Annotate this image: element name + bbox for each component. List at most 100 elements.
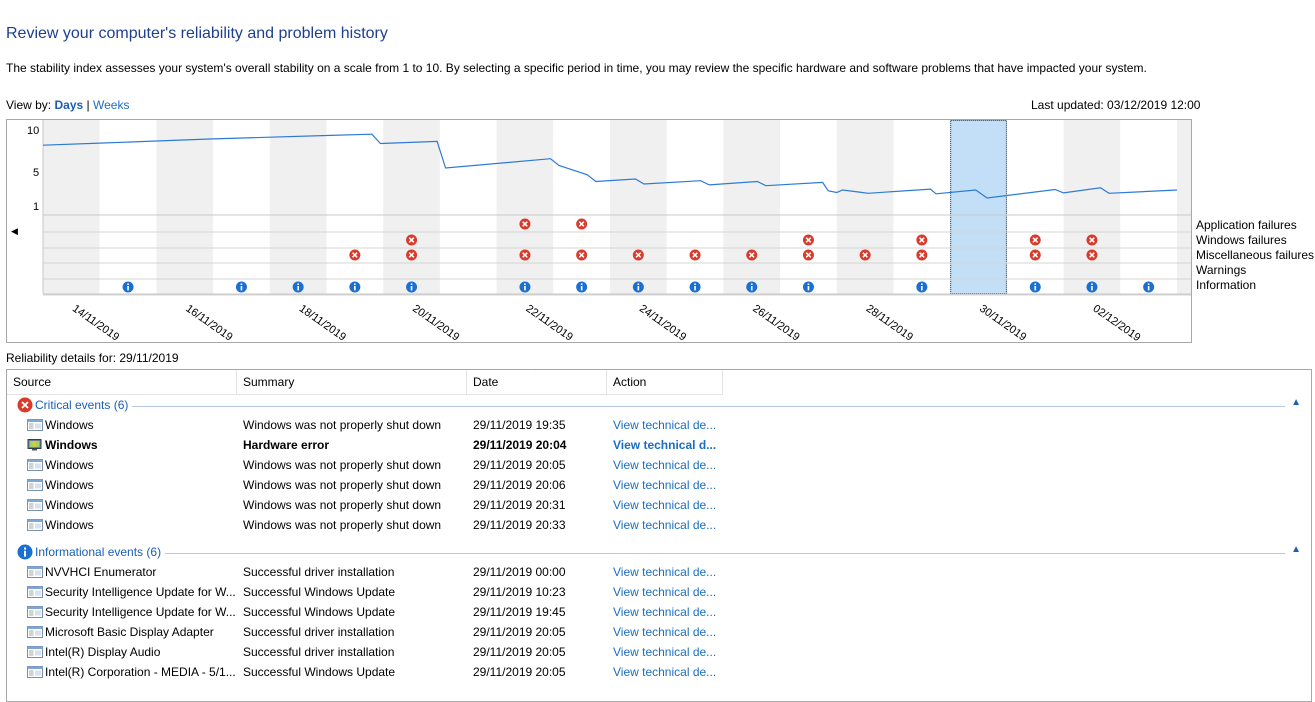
view-technical-details-link[interactable]: View technical de... — [613, 418, 717, 432]
view-technical-details-link[interactable]: View technical de... — [613, 605, 717, 619]
day-column-16[interactable] — [950, 120, 1007, 294]
view-technical-details-link[interactable]: View technical de... — [613, 518, 717, 532]
table-row[interactable]: Windows Windows was not properly shut dow… — [7, 455, 1311, 475]
row-source: Windows — [45, 478, 94, 492]
column-header-action[interactable]: Action — [607, 370, 723, 394]
view-technical-details-link[interactable]: View technical de... — [613, 625, 717, 639]
collapse-chevron-up-icon[interactable]: ▲ — [1291, 544, 1301, 555]
windows-failures-event-15-critical-icon[interactable] — [916, 234, 928, 246]
information-event-1-info-icon[interactable] — [122, 281, 134, 293]
day-column-13[interactable] — [780, 120, 837, 294]
scroll-left-icon[interactable]: ◀ — [11, 226, 18, 236]
table-row[interactable]: Windows Windows was not properly shut dow… — [7, 495, 1311, 515]
day-column-5[interactable] — [326, 120, 384, 294]
day-column-11[interactable] — [666, 120, 724, 294]
view-technical-details-link[interactable]: View technical de... — [613, 565, 717, 579]
day-column-4[interactable] — [269, 120, 327, 294]
miscellaneous-failures-event-13-critical-icon[interactable] — [802, 249, 814, 261]
table-row[interactable]: Security Intelligence Update for W... Suc… — [7, 582, 1311, 602]
miscellaneous-failures-event-8-critical-icon[interactable] — [519, 249, 531, 261]
column-header-date[interactable]: Date — [467, 370, 607, 394]
day-column-10[interactable] — [610, 120, 667, 294]
information-event-19-info-icon[interactable] — [1143, 281, 1155, 293]
row-summary: Successful driver installation — [243, 625, 395, 639]
application-failures-event-8-critical-icon[interactable] — [519, 218, 531, 230]
day-column-8[interactable] — [496, 120, 554, 294]
reliability-chart[interactable]: 10 5 1 14/11/2019 16/11/2019 18/11/2019 20/11/… — [6, 119, 1192, 343]
view-technical-details-link[interactable]: View technical d... — [613, 438, 717, 452]
view-by-days-link[interactable]: Days — [54, 98, 84, 112]
group-label[interactable]: Critical events (6) — [35, 398, 133, 412]
information-event-10-info-icon[interactable] — [632, 281, 644, 293]
column-header-summary[interactable]: Summary — [237, 370, 467, 394]
information-event-6-info-icon[interactable] — [406, 281, 418, 293]
windows-failures-event-18-critical-icon[interactable] — [1086, 234, 1098, 246]
miscellaneous-failures-event-14-critical-icon[interactable] — [859, 249, 871, 261]
information-event-15-info-icon[interactable] — [916, 281, 928, 293]
information-event-12-info-icon[interactable] — [746, 281, 758, 293]
information-event-5-info-icon[interactable] — [349, 281, 361, 293]
application-failures-event-9-critical-icon[interactable] — [576, 218, 588, 230]
information-event-8-info-icon[interactable] — [519, 281, 531, 293]
day-column-2[interactable] — [156, 120, 214, 294]
table-row[interactable]: Microsoft Basic Display Adapter Successfu… — [7, 622, 1311, 642]
miscellaneous-failures-event-18-critical-icon[interactable] — [1086, 249, 1098, 261]
day-column-14[interactable] — [836, 120, 894, 294]
table-row[interactable]: Windows Windows was not properly shut dow… — [7, 415, 1311, 435]
view-by-weeks-link[interactable]: Weeks — [92, 98, 130, 112]
information-event-17-info-icon[interactable] — [1029, 281, 1041, 293]
miscellaneous-failures-event-6-critical-icon[interactable] — [406, 249, 418, 261]
day-column-3[interactable] — [213, 120, 270, 294]
information-event-9-info-icon[interactable] — [576, 281, 588, 293]
table-row[interactable]: Windows Hardware error 29/11/2019 20:04 Vie… — [7, 435, 1311, 455]
view-technical-details-link[interactable]: View technical de... — [613, 645, 717, 659]
view-technical-details-link[interactable]: View technical de... — [613, 458, 717, 472]
miscellaneous-failures-event-15-critical-icon[interactable] — [916, 249, 928, 261]
table-row[interactable]: Intel(R) Display Audio Successful driver … — [7, 642, 1311, 662]
view-technical-details-link[interactable]: View technical de... — [613, 498, 717, 512]
row-date: 29/11/2019 20:05 — [473, 625, 566, 639]
information-event-18-info-icon[interactable] — [1086, 281, 1098, 293]
day-column-6[interactable] — [383, 120, 440, 294]
day-column-19[interactable] — [1120, 120, 1177, 294]
miscellaneous-failures-event-12-critical-icon[interactable] — [746, 249, 758, 261]
miscellaneous-failures-event-10-critical-icon[interactable] — [632, 249, 644, 261]
day-column-12[interactable] — [723, 120, 781, 294]
group-label[interactable]: Informational events (6) — [35, 545, 166, 559]
day-column-18[interactable] — [1063, 120, 1121, 294]
miscellaneous-failures-event-11-critical-icon[interactable] — [689, 249, 701, 261]
day-column-20[interactable] — [1177, 120, 1191, 294]
row-summary: Hardware error — [243, 438, 330, 452]
day-column-0[interactable] — [43, 120, 100, 294]
windows-failures-event-6-critical-icon[interactable] — [406, 234, 418, 246]
row-date: 29/11/2019 19:35 — [473, 418, 566, 432]
reliability-chart-svg[interactable]: 10 5 1 14/11/2019 16/11/2019 18/11/2019 20/11/… — [7, 120, 1191, 342]
window-icon — [27, 459, 43, 471]
table-row[interactable]: NVVHCI Enumerator Successful driver insta… — [7, 562, 1311, 582]
view-technical-details-link[interactable]: View technical de... — [613, 478, 717, 492]
information-event-11-info-icon[interactable] — [689, 281, 701, 293]
day-column-7[interactable] — [439, 120, 497, 294]
table-row[interactable]: Windows Windows was not properly shut dow… — [7, 475, 1311, 495]
miscellaneous-failures-event-9-critical-icon[interactable] — [576, 249, 588, 261]
miscellaneous-failures-event-17-critical-icon[interactable] — [1029, 249, 1041, 261]
information-event-4-info-icon[interactable] — [292, 281, 304, 293]
day-column-17[interactable] — [1006, 120, 1064, 294]
event-group-1[interactable]: Informational events (6) ▲ — [7, 543, 1311, 563]
day-column-15[interactable] — [893, 120, 951, 294]
view-technical-details-link[interactable]: View technical de... — [613, 665, 717, 679]
information-event-3-info-icon[interactable] — [235, 281, 247, 293]
windows-failures-event-13-critical-icon[interactable] — [802, 234, 814, 246]
miscellaneous-failures-event-5-critical-icon[interactable] — [349, 249, 361, 261]
windows-failures-event-17-critical-icon[interactable] — [1029, 234, 1041, 246]
column-header-source[interactable]: Source — [7, 370, 237, 394]
collapse-chevron-up-icon[interactable]: ▲ — [1291, 397, 1301, 408]
table-row[interactable]: Security Intelligence Update for W... Suc… — [7, 602, 1311, 622]
event-group-0[interactable]: Critical events (6) ▲ — [7, 396, 1311, 416]
information-event-13-info-icon[interactable] — [802, 281, 814, 293]
table-row[interactable]: Intel(R) Corporation - MEDIA - 5/1... Suc… — [7, 662, 1311, 682]
day-column-9[interactable] — [553, 120, 610, 294]
day-column-1[interactable] — [99, 120, 157, 294]
view-technical-details-link[interactable]: View technical de... — [613, 585, 717, 599]
table-row[interactable]: Windows Windows was not properly shut dow… — [7, 515, 1311, 535]
